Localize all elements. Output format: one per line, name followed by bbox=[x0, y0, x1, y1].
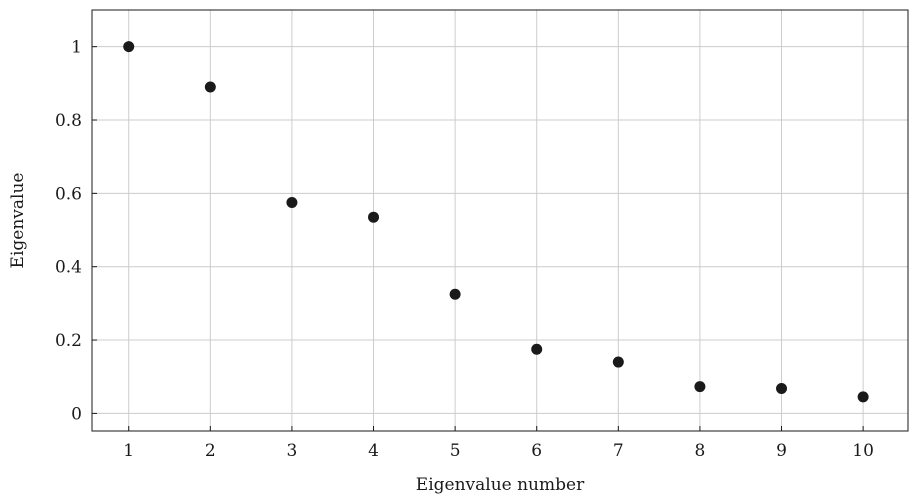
y-tick-label: 0.8 bbox=[55, 111, 82, 131]
x-tick-label: 4 bbox=[368, 441, 379, 461]
x-tick-label: 7 bbox=[613, 441, 624, 461]
data-points bbox=[123, 41, 869, 403]
data-point bbox=[694, 381, 706, 393]
ticks bbox=[92, 46, 864, 431]
x-tick-label: 9 bbox=[776, 441, 787, 461]
x-tick-label: 2 bbox=[205, 441, 216, 461]
y-tick-label: 0.4 bbox=[55, 258, 82, 278]
data-point bbox=[857, 391, 869, 403]
plot-frame bbox=[91, 9, 909, 432]
y-tick-label: 0.2 bbox=[55, 331, 82, 351]
y-tick-labels: 0 0.2 0.4 0.6 0.8 1 bbox=[55, 38, 82, 425]
grid bbox=[92, 10, 908, 431]
x-tick-label: 8 bbox=[695, 441, 706, 461]
x-tick-label: 6 bbox=[531, 441, 542, 461]
data-point bbox=[449, 288, 461, 300]
y-axis-title: Eigenvalue bbox=[8, 173, 28, 269]
data-point bbox=[123, 41, 135, 53]
data-point bbox=[776, 382, 788, 394]
y-tick-label: 0 bbox=[71, 404, 82, 424]
data-point bbox=[286, 197, 298, 209]
x-tick-label: 10 bbox=[852, 441, 874, 461]
x-tick-label: 1 bbox=[123, 441, 134, 461]
data-point bbox=[612, 356, 624, 368]
x-tick-label: 3 bbox=[287, 441, 298, 461]
y-tick-label: 1 bbox=[71, 38, 82, 58]
x-tick-labels: 1 2 3 4 5 6 7 8 9 10 bbox=[123, 441, 874, 461]
x-axis-title: Eigenvalue number bbox=[416, 475, 585, 495]
x-tick-label: 5 bbox=[450, 441, 461, 461]
data-point bbox=[531, 343, 543, 355]
data-point bbox=[368, 211, 380, 223]
data-point bbox=[204, 81, 216, 93]
y-tick-label: 0.6 bbox=[55, 184, 82, 204]
